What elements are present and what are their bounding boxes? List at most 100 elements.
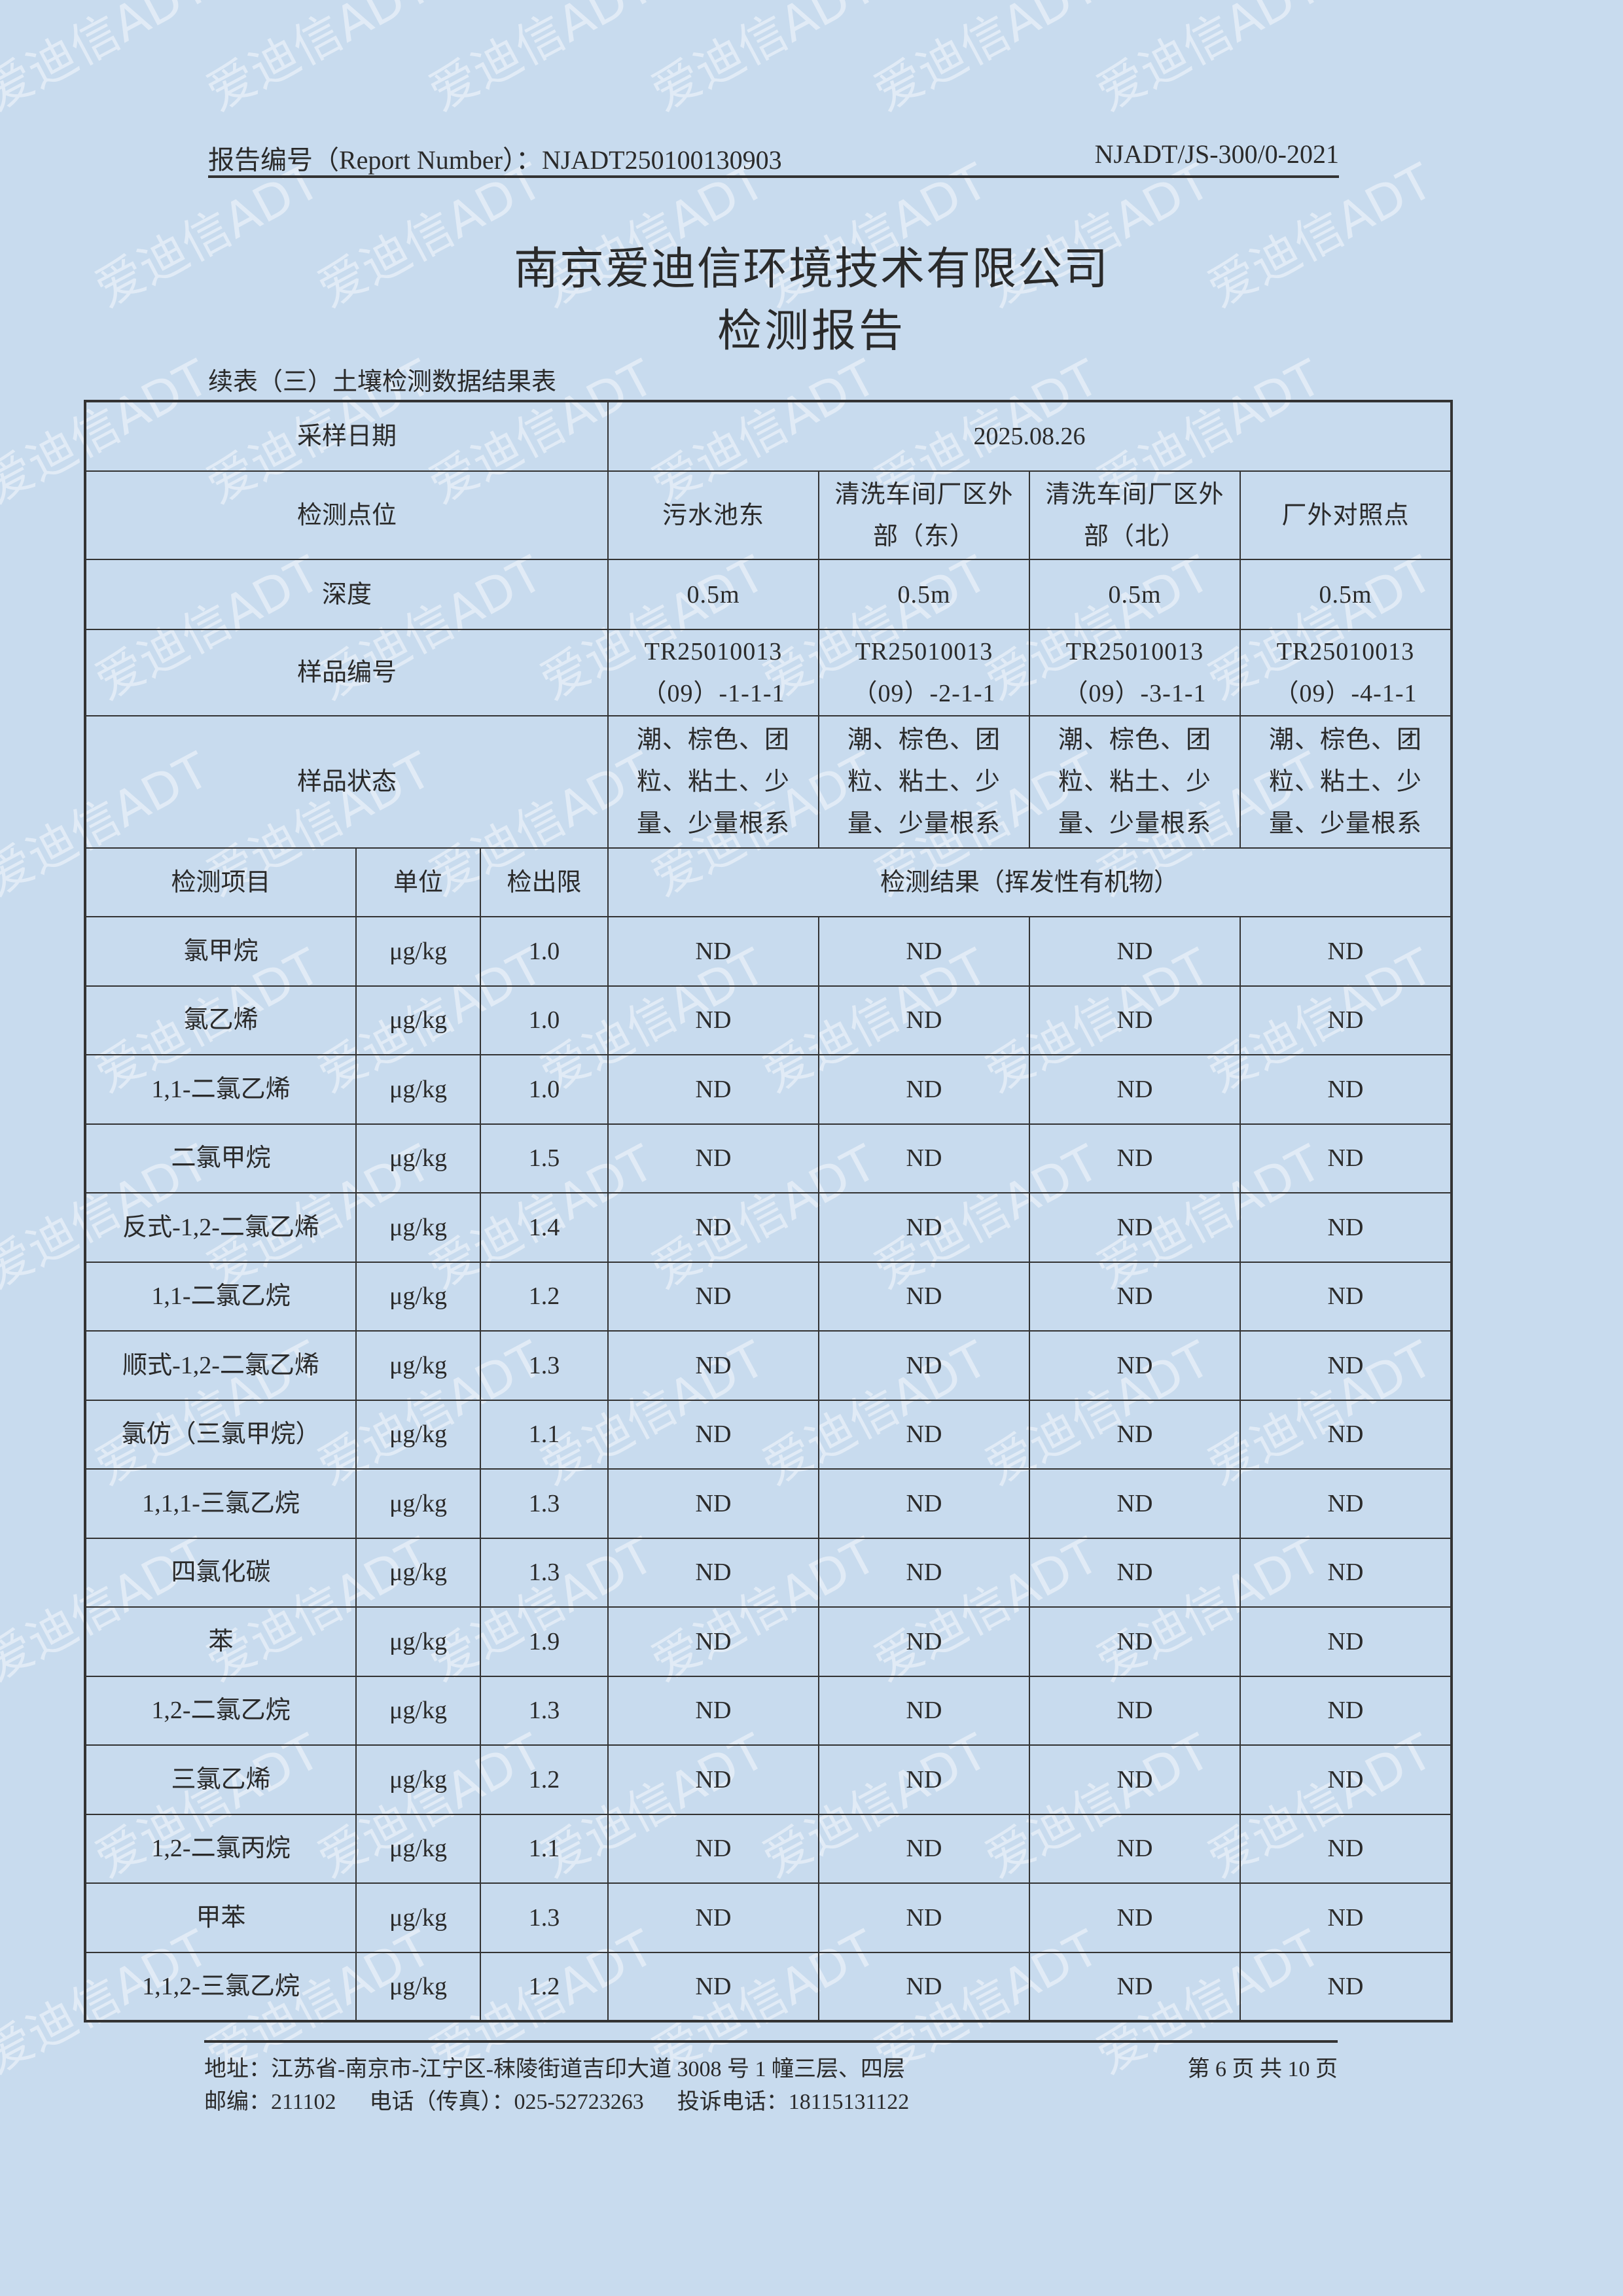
sample-state-value: 潮、棕色、团粒、粘土、少量、少量根系	[1029, 715, 1241, 849]
result-value: ND	[607, 1813, 819, 1884]
unit: μg/kg	[355, 1675, 481, 1746]
result-value: ND	[818, 1606, 1030, 1677]
table-row: 1,2-二氯乙烷 μg/kg 1.3 ND ND ND ND	[84, 1675, 1452, 1746]
column-header-row: 检测项目 单位 检出限 检测结果（挥发性有机物）	[84, 847, 1452, 917]
depth-label: 深度	[84, 559, 609, 630]
table-row: 氯仿（三氯甲烷） μg/kg 1.1 ND ND ND ND	[84, 1399, 1452, 1470]
col-unit-header: 单位	[355, 847, 481, 917]
result-value: ND	[607, 1675, 819, 1746]
soil-results-table: 采样日期 2025.08.26 检测点位 污水池东 清洗车间厂区外部（东） 清洗车间厂区外…	[84, 400, 1453, 2022]
depth-value: 0.5m	[1029, 559, 1241, 630]
location-value: 厂外对照点	[1240, 470, 1452, 560]
result-value: ND	[1240, 1468, 1452, 1539]
table-row: 氯乙烯 μg/kg 1.0 ND ND ND ND	[84, 985, 1452, 1055]
result-value: ND	[818, 1123, 1030, 1193]
footer: 地址：江苏省-南京市-江宁区-秣陵街道吉印大道 3008 号 1 幢三层、四层 …	[204, 2040, 1338, 2115]
detection-limit: 1.0	[480, 985, 609, 1055]
result-value: ND	[607, 1261, 819, 1332]
result-value: ND	[1240, 1330, 1452, 1401]
result-value: ND	[1029, 1675, 1241, 1746]
unit: μg/kg	[355, 1192, 481, 1263]
item-name: 三氯乙烯	[84, 1744, 357, 1815]
item-name: 氯甲烷	[84, 916, 357, 987]
result-value: ND	[1029, 1192, 1241, 1263]
depth-value: 0.5m	[1240, 559, 1452, 630]
depth-value: 0.5m	[818, 559, 1030, 630]
item-name: 四氯化碳	[84, 1537, 357, 1608]
unit: μg/kg	[355, 1606, 481, 1677]
detection-limit: 1.3	[480, 1882, 609, 1953]
result-value: ND	[607, 1192, 819, 1263]
detection-limit: 1.3	[480, 1675, 609, 1746]
report-number: 报告编号（Report Number）：NJADT250100130903	[208, 145, 782, 175]
unit: μg/kg	[355, 1882, 481, 1953]
result-value: ND	[1240, 1123, 1452, 1193]
result-value: ND	[1240, 916, 1452, 987]
result-value: ND	[1240, 1261, 1452, 1332]
result-value: ND	[818, 1882, 1030, 1953]
sample-state-row: 样品状态 潮、棕色、团粒、粘土、少量、少量根系 潮、棕色、团粒、粘土、少量、少量根系…	[84, 715, 1452, 849]
result-value: ND	[1240, 1675, 1452, 1746]
detection-limit: 1.3	[480, 1468, 609, 1539]
table-row: 三氯乙烯 μg/kg 1.2 ND ND ND ND	[84, 1744, 1452, 1815]
result-value: ND	[1029, 1744, 1241, 1815]
table-row: 反式-1,2-二氯乙烯 μg/kg 1.4 ND ND ND ND	[84, 1192, 1452, 1263]
detection-limit: 1.0	[480, 1054, 609, 1125]
table-row: 四氯化碳 μg/kg 1.3 ND ND ND ND	[84, 1537, 1452, 1608]
unit: μg/kg	[355, 1813, 481, 1884]
watermark-text: 爱迪信ADT	[865, 0, 1109, 122]
result-value: ND	[1240, 1192, 1452, 1263]
result-value: ND	[1029, 1951, 1241, 2022]
result-value: ND	[818, 916, 1030, 987]
item-name: 苯	[84, 1606, 357, 1677]
result-value: ND	[1029, 1882, 1241, 1953]
sample-state-value: 潮、棕色、团粒、粘土、少量、少量根系	[607, 715, 819, 849]
result-value: ND	[607, 1468, 819, 1539]
footer-address: 地址：江苏省-南京市-江宁区-秣陵街道吉印大道 3008 号 1 幢三层、四层	[204, 2057, 905, 2081]
result-value: ND	[818, 1468, 1030, 1539]
sample-state-value: 潮、棕色、团粒、粘土、少量、少量根系	[818, 715, 1030, 849]
table-row: 苯 μg/kg 1.9 ND ND ND ND	[84, 1606, 1452, 1677]
table-row: 顺式-1,2-二氯乙烯 μg/kg 1.3 ND ND ND ND	[84, 1330, 1452, 1401]
item-name: 1,1,1-三氯乙烷	[84, 1468, 357, 1539]
sample-state-label: 样品状态	[84, 715, 609, 849]
col-result-header: 检测结果（挥发性有机物）	[607, 847, 1452, 917]
result-value: ND	[818, 1330, 1030, 1401]
detection-limit: 1.3	[480, 1330, 609, 1401]
result-value: ND	[607, 985, 819, 1055]
result-value: ND	[1029, 985, 1241, 1055]
result-value: ND	[1240, 1399, 1452, 1470]
location-value: 清洗车间厂区外部（北）	[1029, 470, 1241, 560]
table-row: 1,1-二氯乙烯 μg/kg 1.0 ND ND ND ND	[84, 1054, 1452, 1125]
result-value: ND	[818, 1261, 1030, 1332]
table-row: 1,1-二氯乙烷 μg/kg 1.2 ND ND ND ND	[84, 1261, 1452, 1332]
sampling-date-label: 采样日期	[84, 400, 609, 472]
sample-id-row: 样品编号 TR25010013（09）-1-1-1 TR25010013（09）-2…	[84, 629, 1452, 716]
result-value: ND	[607, 1882, 819, 1953]
location-value: 污水池东	[607, 470, 819, 560]
item-name: 1,2-二氯乙烷	[84, 1675, 357, 1746]
result-value: ND	[1240, 1606, 1452, 1677]
result-value: ND	[818, 1951, 1030, 2022]
sample-id-value: TR25010013（09）-1-1-1	[607, 629, 819, 716]
item-name: 1,1-二氯乙烷	[84, 1261, 357, 1332]
result-value: ND	[1029, 1399, 1241, 1470]
watermark-text: 爱迪信ADT	[642, 0, 886, 122]
sampling-date-value: 2025.08.26	[607, 400, 1452, 472]
detection-limit: 1.3	[480, 1537, 609, 1608]
result-value: ND	[607, 1330, 819, 1401]
result-value: ND	[818, 1813, 1030, 1884]
sample-id-value: TR25010013（09）-2-1-1	[818, 629, 1030, 716]
sample-id-value: TR25010013（09）-4-1-1	[1240, 629, 1452, 716]
detection-limit: 1.0	[480, 916, 609, 987]
item-name: 顺式-1,2-二氯乙烯	[84, 1330, 357, 1401]
detection-limit: 1.2	[480, 1261, 609, 1332]
unit: μg/kg	[355, 1399, 481, 1470]
unit: μg/kg	[355, 1951, 481, 2022]
depth-value: 0.5m	[607, 559, 819, 630]
detection-limit: 1.1	[480, 1399, 609, 1470]
result-value: ND	[1240, 1813, 1452, 1884]
item-name: 甲苯	[84, 1882, 357, 1953]
unit: μg/kg	[355, 1261, 481, 1332]
detection-limit: 1.9	[480, 1606, 609, 1677]
